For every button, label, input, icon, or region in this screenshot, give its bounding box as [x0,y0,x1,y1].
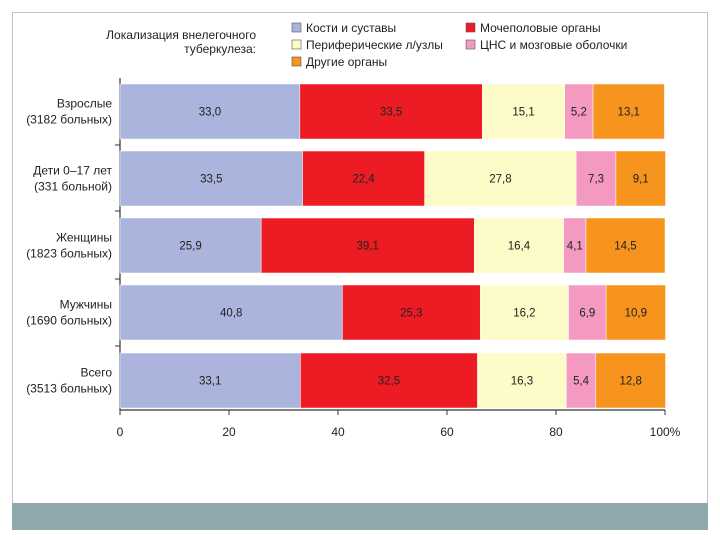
legend-swatch [465,39,476,50]
category-label: Взрослые [57,97,112,111]
legend-swatch [291,39,302,50]
bar-segment [119,217,262,274]
bar-value-label: 39,1 [357,241,379,253]
chart-title-line2: туберкулеза: [184,42,256,56]
category-label: Дети 0–17 лет [33,164,112,178]
bar-value-label: 40,8 [220,308,242,320]
bar-value-label: 12,8 [619,376,641,388]
slide-footer-bar [12,503,708,530]
category-label: Мужчины [60,298,112,312]
bar-value-label: 25,3 [400,308,422,320]
bar-segment [302,150,425,207]
bar-segment [342,284,481,341]
bar-segment [424,150,577,207]
category-sublabel: (3513 больных) [26,382,112,396]
bar-segment [479,284,569,341]
category-sublabel: (1823 больных) [26,247,112,261]
legend-swatch [291,56,302,67]
category-label: Женщины [56,231,112,245]
bar-segment [260,217,475,274]
bar-segment [119,352,301,409]
bar-value-label: 5,2 [571,107,587,119]
category-sublabel: (331 больной) [34,180,112,194]
chart-axis: 0 20 40 60 80 100% [115,78,681,439]
bar-value-label: 16,4 [508,241,531,253]
bar-segment [300,352,478,409]
bar-value-label: 27,8 [489,174,511,186]
x-tick-label: 60 [440,425,454,439]
bar-value-label: 33,5 [380,107,402,119]
x-tick-label: 100% [650,425,681,439]
bar-segment [585,217,666,274]
bar-value-label: 15,1 [512,107,534,119]
x-tick-label: 40 [331,425,345,439]
bar-value-label: 10,9 [625,308,647,320]
bar-value-label: 6,9 [579,308,595,320]
bar-segment [119,83,301,140]
bar-segment [605,284,666,341]
bar-value-label: 16,3 [511,376,533,388]
bar-value-label: 33,5 [200,174,222,186]
chart-bars: 33,0 33,5 15,1 5,2 13,1 33,5 22,4 27,8 7,3 9,1 25,… [119,83,666,409]
bar-segment [568,284,607,341]
bar-value-label: 16,2 [513,308,535,320]
x-tick-label: 20 [222,425,236,439]
bar-value-label: 4,1 [567,241,583,253]
chart-legend: Локализация внелегочного туберкулеза: Ко… [106,21,627,69]
legend-swatch [291,22,302,33]
category-label: Всего [81,366,113,380]
legend-label: Периферические л/узлы [306,38,443,52]
bar-segment [566,352,597,409]
legend-label: Мочеполовые органы [480,21,601,35]
bar-segment [119,284,343,341]
bar-segment [615,150,666,207]
x-tick-label: 0 [117,425,124,439]
bar-value-label: 32,5 [378,376,400,388]
bar-segment [482,83,565,140]
category-sublabel: (3182 больных) [26,113,112,127]
bar-value-label: 5,4 [573,376,590,388]
bar-segment [119,150,303,207]
bar-segment [595,352,666,409]
chart-title-line1: Локализация внелегочного [106,28,256,42]
bar-value-label: 7,3 [588,174,604,186]
bar-segment [299,83,483,140]
bar-value-label: 33,1 [199,376,221,388]
bar-value-label: 33,0 [199,107,221,119]
legend-label: Другие органы [306,55,387,69]
bar-value-label: 14,5 [614,241,636,253]
legend-label: ЦНС и мозговые оболочки [480,38,627,52]
bar-value-label: 22,4 [352,174,375,186]
bar-segment [592,83,665,140]
bar-segment [575,150,617,207]
bar-value-label: 13,1 [618,107,640,119]
bar-segment [564,83,594,140]
category-sublabel: (1690 больных) [26,314,112,328]
bar-value-label: 9,1 [633,174,649,186]
bar-value-label: 25,9 [179,241,201,253]
legend-swatch [465,22,476,33]
x-tick-label: 80 [549,425,563,439]
chart-category-labels: Взрослые (3182 больных) Дети 0–17 лет (331 … [26,97,112,396]
legend-label: Кости и суставы [306,21,396,35]
bar-segment [477,352,567,409]
